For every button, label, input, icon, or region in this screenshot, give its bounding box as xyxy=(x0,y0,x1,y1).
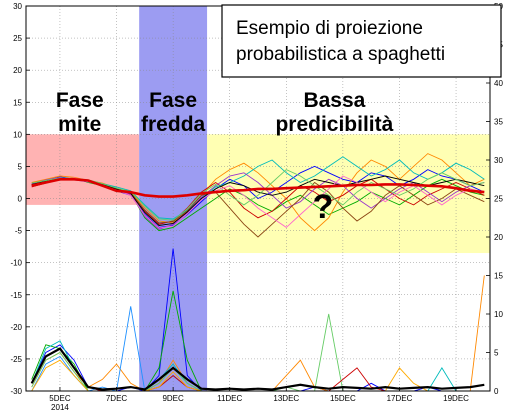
right-tick-label-5: 25 xyxy=(494,195,503,204)
y-axis-left: 30 25 20 15 10 5 0 -5 -10 -15 -20 -25 -30 xyxy=(10,2,30,396)
x-tick-label-7: 19DEC xyxy=(443,394,469,403)
phase-label-2-line-0: Bassa xyxy=(303,89,365,112)
right-tick-label-9: 5 xyxy=(494,349,499,358)
left-tick-label-3: 15 xyxy=(13,98,22,107)
title-line-2: probabilistica a spaghetti xyxy=(236,44,445,65)
right-tick-label-8: 10 xyxy=(494,310,503,319)
phase-band-0 xyxy=(26,134,140,205)
left-tick-label-12: -30 xyxy=(10,387,22,396)
phase-label-1-line-1: fredda xyxy=(141,113,206,136)
left-tick-label-5: 5 xyxy=(18,162,23,171)
x-tick-label-2: 9DEC xyxy=(162,394,184,403)
x-tick-label-0: 5DEC xyxy=(49,394,71,403)
temp-member-line-8 xyxy=(31,169,485,221)
left-tick-label-9: -15 xyxy=(10,291,22,300)
left-tick-label-10: -20 xyxy=(10,323,22,332)
right-tick-label-7: 15 xyxy=(494,272,503,281)
x-tick-label-3: 11DEC xyxy=(217,394,242,403)
question-mark: ? xyxy=(313,188,334,226)
left-tick-label-6: 0 xyxy=(18,195,23,204)
title-box-frame xyxy=(221,4,502,78)
x-tick-label-1: 7DEC xyxy=(106,394,128,403)
right-tick-label-3: 35 xyxy=(494,118,503,127)
phase-label-0-line-1: mite xyxy=(58,113,101,136)
phase-label-2-line-1: predicibilità xyxy=(275,113,393,136)
x-tick-label-4: 13DEC xyxy=(273,394,299,403)
left-tick-label-11: -25 xyxy=(10,355,22,364)
x-tick-year-label: 2014 xyxy=(51,403,69,412)
title-line-1: Esempio di proiezione xyxy=(236,18,423,39)
right-tick-label-2: 40 xyxy=(494,79,503,88)
right-tick-label-10: 0 xyxy=(494,387,499,396)
title-box: Esempio di proiezione probabilistica a s… xyxy=(221,4,502,78)
phase-label-1-line-0: Fase xyxy=(149,89,197,112)
left-tick-label-0: 30 xyxy=(13,2,22,11)
right-tick-label-6: 20 xyxy=(494,233,503,242)
x-tick-label-6: 17DEC xyxy=(387,394,413,403)
phase-band-2 xyxy=(207,134,490,254)
left-tick-label-8: -10 xyxy=(10,259,22,268)
temp-mean-line xyxy=(31,178,485,198)
right-tick-label-4: 30 xyxy=(494,156,503,165)
x-tick-label-5: 15DEC xyxy=(330,394,356,403)
left-tick-label-1: 25 xyxy=(13,34,22,43)
left-tick-label-4: 10 xyxy=(13,130,22,139)
left-tick-label-2: 20 xyxy=(13,66,22,75)
precip-mean-line xyxy=(30,347,485,391)
temperature-series xyxy=(31,153,485,238)
phase-label-0-line-0: Fase xyxy=(56,89,104,112)
left-tick-label-7: -5 xyxy=(15,227,23,236)
temp-member-line-7 xyxy=(31,175,485,226)
